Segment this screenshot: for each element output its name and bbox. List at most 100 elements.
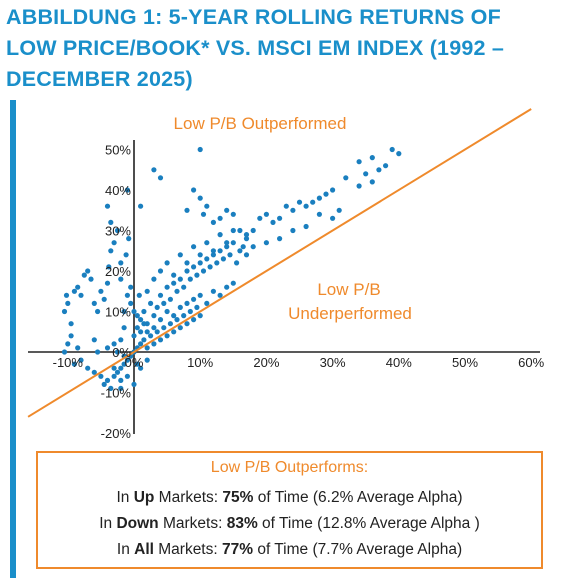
y-tick-label: 0% (112, 345, 131, 360)
data-point (184, 207, 190, 213)
data-point (106, 264, 112, 270)
row-prefix: In (116, 489, 134, 506)
data-point (131, 308, 137, 315)
data-point (194, 304, 200, 310)
data-point (141, 321, 147, 327)
data-point (296, 199, 303, 205)
data-point (204, 203, 210, 209)
y-tick-label: 10% (105, 305, 131, 320)
data-point (204, 300, 210, 306)
data-point (343, 175, 349, 181)
x-tick-label: 20% (253, 355, 279, 370)
data-point (148, 333, 154, 339)
title-line-2: LOW PRICE/BOOK* VS. MSCI EM INDEX (1992 … (6, 36, 505, 60)
data-point (81, 272, 87, 278)
title-line-1: ABBILDUNG 1: 5-YEAR ROLLING RETURNS OF (6, 5, 501, 29)
data-point (108, 248, 114, 254)
summary-box: Low P/B Outperforms: In Up Markets: 75% … (36, 451, 543, 569)
data-point (164, 308, 170, 315)
row-mid: Markets: (153, 541, 222, 558)
data-point (207, 264, 213, 270)
data-point (204, 256, 210, 262)
data-point (356, 159, 362, 165)
data-point (237, 248, 243, 254)
data-point (136, 292, 142, 298)
data-point (121, 325, 127, 331)
data-point (151, 276, 157, 282)
data-point (316, 195, 322, 201)
summary-row-all: In All Markets: 77% of Time (7.7% Averag… (38, 541, 541, 559)
data-point (68, 333, 74, 339)
data-point (134, 361, 140, 367)
data-point (230, 227, 236, 234)
accent-bar (10, 100, 16, 578)
data-point (191, 317, 197, 323)
data-point (191, 264, 197, 270)
data-point (164, 260, 170, 266)
scatter-chart: -10% 0% 10% 20% 30% 40% 50% 60% 50% 40% 30% 20% 10% 0… (27, 108, 545, 441)
data-point (128, 300, 134, 306)
data-point (224, 207, 230, 213)
data-point (376, 167, 382, 173)
y-tick-label: 20% (105, 264, 131, 279)
data-point (243, 236, 250, 242)
data-point (194, 272, 200, 278)
data-point (71, 361, 77, 367)
row-market: Up (133, 489, 155, 506)
data-point (151, 167, 157, 173)
x-tick-label: 60% (518, 355, 544, 370)
data-point (131, 333, 137, 339)
data-point (187, 276, 193, 282)
data-point (396, 151, 402, 157)
data-point (124, 373, 130, 379)
data-point (161, 325, 167, 331)
y-tick-label: 40% (105, 183, 131, 198)
data-point (151, 325, 157, 331)
summary-heading: Low P/B Outperforms: (210, 459, 369, 476)
data-point (240, 244, 246, 250)
data-point (184, 268, 190, 274)
data-point (220, 256, 226, 262)
data-point (184, 321, 190, 327)
reference-line-layer (27, 108, 532, 418)
x-tick-label: 40% (386, 355, 412, 370)
data-point (330, 215, 336, 221)
data-point (197, 260, 203, 266)
summary-row-up: In Up Markets: 75% of Time (6.2% Average… (38, 489, 541, 507)
data-point (197, 252, 203, 258)
data-point (114, 227, 121, 234)
data-point (310, 199, 316, 205)
y-tick-label: -20% (101, 426, 132, 441)
row-rest: of Time (6.2% Average Alpha) (253, 489, 463, 506)
data-point (114, 349, 121, 355)
data-point (75, 345, 81, 351)
data-point (75, 284, 81, 290)
data-point (177, 276, 183, 282)
data-point (78, 357, 84, 363)
data-point (234, 260, 240, 266)
data-point (224, 284, 230, 290)
data-point (124, 292, 130, 298)
data-point (369, 179, 375, 185)
data-point (157, 175, 164, 181)
data-point (243, 232, 250, 238)
data-point (303, 203, 309, 209)
data-points (61, 146, 402, 391)
data-point (91, 300, 97, 306)
data-point (167, 296, 173, 302)
data-point (290, 227, 296, 234)
data-point (157, 292, 164, 298)
data-point (171, 280, 177, 286)
data-point (316, 211, 322, 217)
data-point (197, 292, 203, 298)
data-point (148, 300, 154, 306)
row-prefix: In (116, 541, 135, 558)
data-point (104, 203, 111, 209)
data-point (164, 333, 170, 339)
row-rest: of Time (12.8% Average Alpha ) (257, 515, 480, 532)
data-point (141, 337, 147, 343)
data-point (91, 337, 97, 343)
data-point (138, 341, 144, 347)
data-point (217, 232, 223, 238)
data-point (144, 357, 150, 363)
